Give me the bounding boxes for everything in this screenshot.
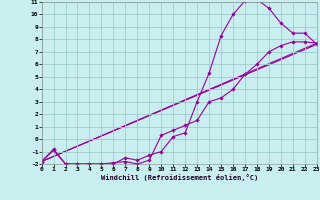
X-axis label: Windchill (Refroidissement éolien,°C): Windchill (Refroidissement éolien,°C) — [100, 174, 258, 181]
